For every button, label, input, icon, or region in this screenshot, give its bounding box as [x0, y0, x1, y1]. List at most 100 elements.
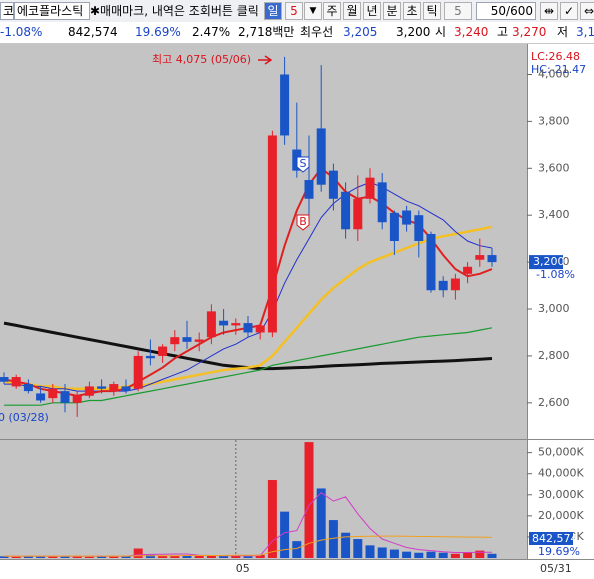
tool-icon[interactable]: ⇔	[580, 2, 594, 20]
volume-bar	[0, 556, 9, 558]
candle-body	[353, 198, 363, 230]
volume-bar	[60, 556, 70, 558]
code-box[interactable]: 코	[0, 2, 14, 20]
period-option[interactable]: 월	[343, 2, 361, 20]
period-option[interactable]: 초	[403, 2, 421, 20]
candle-body	[194, 339, 204, 342]
turnover: 2.47%	[192, 25, 231, 39]
low: 3,1	[576, 25, 594, 39]
volume-bar	[487, 553, 497, 558]
period-button[interactable]: 일	[264, 2, 282, 20]
period-option[interactable]: 분	[383, 2, 401, 20]
moving-average	[4, 327, 493, 406]
y-tick-label: 3,600	[538, 161, 570, 174]
candle-body	[97, 386, 107, 389]
candle-body	[72, 395, 82, 403]
y-tick-label: 2,800	[538, 349, 570, 362]
y-tick-label: 3,800	[538, 114, 570, 127]
chart: 최고 4,075 (05/06) 0 (03/28) LC:26.48 HC:-…	[0, 44, 594, 579]
y-tick-label: 3,000	[538, 302, 570, 315]
hint[interactable]: ✱매매마크, 내역은 조회버튼 클릭	[90, 4, 259, 18]
candle-body	[84, 386, 94, 396]
candle-body	[389, 212, 399, 241]
volume-bar	[23, 556, 33, 558]
candle-body	[280, 74, 290, 136]
volume-bar	[48, 555, 58, 558]
candle-body	[182, 337, 192, 342]
tool-icon[interactable]: ✓	[560, 2, 578, 20]
candle-body	[206, 311, 216, 338]
candle-body	[377, 182, 387, 223]
volume-bar	[280, 511, 290, 558]
candle-body	[121, 386, 131, 392]
last-price-box	[529, 255, 563, 270]
volume-bar	[36, 556, 46, 558]
volume-bar	[158, 555, 168, 558]
candle-body	[316, 128, 326, 185]
trade-marker-label: S	[300, 157, 307, 170]
amount: 2,718백만	[238, 25, 295, 39]
tick-count[interactable]: 5	[444, 2, 472, 20]
low-label: 저	[557, 25, 569, 39]
open-label: 시	[435, 25, 447, 39]
candle-body	[328, 170, 338, 199]
change-rate: -1.08%	[0, 25, 43, 39]
stock-name[interactable]: 에코플라스틱	[14, 2, 90, 20]
volume-bar	[377, 547, 387, 558]
volume-last-box	[529, 532, 573, 545]
volume-bar	[414, 552, 424, 558]
best-bid: 3,200	[396, 25, 431, 39]
candle-body	[231, 323, 241, 326]
dropdown[interactable]: ▼	[304, 2, 322, 20]
volume-bar	[389, 549, 399, 558]
period-option[interactable]: 틱	[423, 2, 441, 20]
candle-body	[463, 266, 473, 274]
volume-bar	[109, 556, 119, 558]
volume-bar	[292, 541, 302, 558]
open: 3,240	[454, 25, 489, 39]
x-tick-label: 05	[236, 562, 250, 575]
period-option[interactable]: 년	[363, 2, 381, 20]
volume-bar	[304, 442, 314, 558]
high-arrow	[258, 55, 273, 65]
volume-bar	[463, 552, 473, 558]
volume-tick-label: 50,000K	[538, 446, 584, 459]
candle-body	[414, 215, 424, 241]
volume-bar	[353, 539, 363, 558]
y-tick-label: 2,600	[538, 396, 570, 409]
period-count[interactable]: 5	[285, 2, 303, 20]
volume-bar	[145, 554, 155, 558]
volume-bar	[194, 555, 204, 558]
candle-body	[475, 255, 485, 260]
tool-icon[interactable]: ⇹	[540, 2, 558, 20]
trade-marker	[296, 214, 310, 231]
volume-bar	[231, 555, 241, 558]
candle-body	[133, 355, 143, 389]
volume-bar	[97, 556, 107, 558]
volume-bar	[133, 548, 143, 558]
candle-body	[304, 180, 314, 199]
view-count[interactable]: 50/600	[476, 2, 536, 20]
volume-bar	[170, 555, 180, 558]
volume-bar	[316, 488, 326, 558]
volume-panel	[0, 440, 528, 559]
volume-bar	[206, 555, 216, 558]
period-option[interactable]: 주	[323, 2, 341, 20]
end-date: 05/31	[540, 562, 572, 575]
candle-body	[426, 233, 436, 291]
low-annotation: 0 (03/28)	[0, 411, 49, 424]
candle-body	[255, 325, 265, 333]
volume-bar	[475, 550, 485, 558]
volume-ratio: 19.69%	[538, 545, 580, 558]
info-bar: -1.08% 842,574 19.69% 2.47% 2,718백만 최우선 …	[0, 22, 594, 44]
volume-bar	[426, 551, 436, 558]
candle-body	[158, 346, 168, 356]
best-label: 최우선	[300, 25, 334, 39]
candle-body	[341, 191, 351, 230]
trade-marker	[296, 156, 310, 173]
volume-last: 842,574	[532, 532, 578, 545]
hc-label: HC:-21.47	[531, 63, 586, 76]
volume-bar	[365, 545, 375, 558]
y-tick-label: 3,400	[538, 208, 570, 221]
